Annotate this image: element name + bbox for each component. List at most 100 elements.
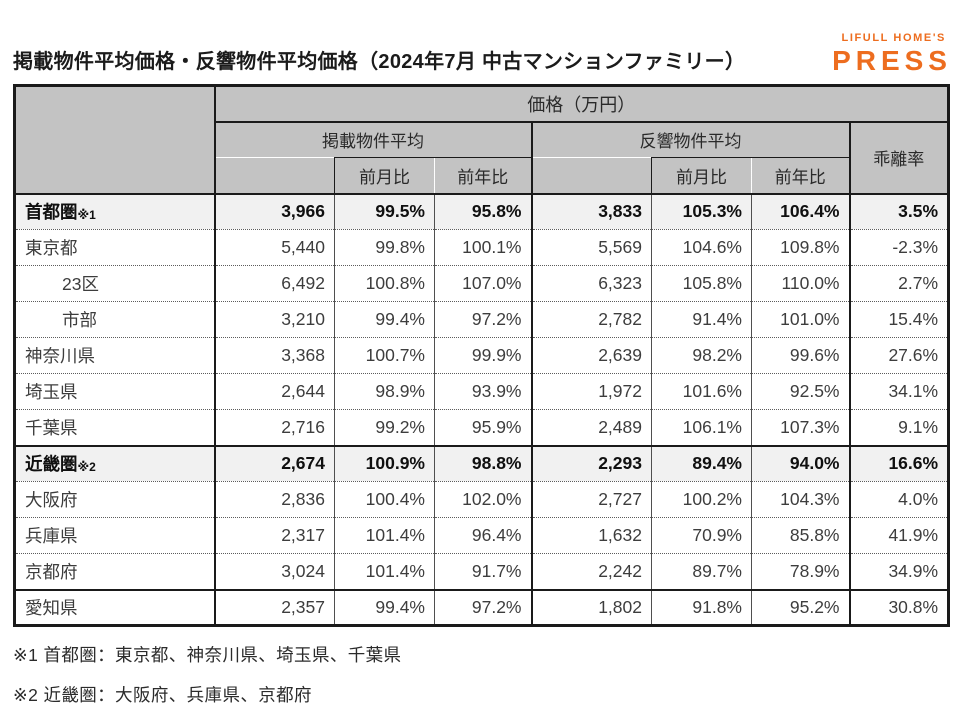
cell-value: 109.8% [751,229,850,266]
cell-value: 2,293 [530,444,652,482]
cell-value: 94.0% [751,444,850,482]
cell-value: 2.7% [848,265,949,302]
cell-value: 101.6% [651,373,752,410]
cell-value: 30.8% [848,588,949,626]
row-label: 首都圏※1 [14,192,215,230]
footnote-1: ※1 首都圏：東京都、神奈川県、埼玉県、千葉県 [13,645,402,665]
cell-value: 92.5% [751,373,850,410]
header-inquiry-mom: 前月比 [651,157,752,194]
cell-value: 3,368 [213,337,335,374]
page-title: 掲載物件平均価格・反響物件平均価格（2024年7月 中古マンションファミリー） [13,51,746,73]
cell-value: 98.8% [434,444,532,482]
cell-value: 2,357 [213,588,335,626]
cell-value: 104.3% [751,481,850,518]
header-row-groups: 掲載物件平均 反響物件平均 乖離率 [15,121,949,194]
cell-value: 100.1% [434,229,532,266]
cell-value: 91.7% [434,553,532,590]
cell-value: 3,024 [213,553,335,590]
cell-value: 99.2% [334,409,435,446]
table-row: 23区 6,492 100.8% 107.0% 6,323 105.8% 110.0% 2.7… [14,265,949,302]
cell-value: 5,440 [213,229,335,266]
cell-value: 101.4% [334,517,435,554]
cell-value: 1,802 [530,588,652,626]
cell-value: 2,317 [213,517,335,554]
cell-value: 105.8% [651,265,752,302]
cell-value: 95.9% [434,409,532,446]
cell-value: 99.4% [334,588,435,626]
cell-value: 102.0% [434,481,532,518]
footnotes: ※1 首都圏：東京都、神奈川県、埼玉県、千葉県 ※2 近畿圏：大阪府、兵庫県、京… [13,642,947,707]
table-row: 愛知県 2,357 99.4% 97.2% 1,802 91.8% 95.2% 30.8% [14,588,949,626]
logo-wordmark-small: LIFULL HOME'S [841,32,946,44]
header-empty-inquiry [530,157,652,194]
table-row: 近畿圏※2 2,674 100.9% 98.8% 2,293 89.4% 94.0% 16.6… [14,444,949,482]
row-label-footnote-marker: ※1 [77,208,96,223]
lifull-homes-press-logo: LIFULL HOME'S PRESS [832,33,947,76]
cell-value: 99.8% [334,229,435,266]
cell-value: 100.4% [334,481,435,518]
cell-value: 98.2% [651,337,752,374]
cell-value: 99.5% [334,192,435,230]
table-row: 神奈川県 3,368 100.7% 99.9% 2,639 98.2% 99.6% 27.6% [14,337,949,374]
cell-value: 15.4% [848,301,949,338]
cell-value: 70.9% [651,517,752,554]
cell-value: 2,782 [530,301,652,338]
header-corner-cell [14,85,216,194]
cell-value: 2,489 [530,409,652,446]
cell-value: 3,833 [530,192,652,230]
cell-value: 34.1% [848,373,949,410]
row-label: 愛知県 [14,588,215,626]
cell-value: 99.6% [751,337,850,374]
cell-value: 100.9% [334,444,435,482]
cell-value: 100.8% [334,265,435,302]
cell-value: 106.4% [751,192,850,230]
cell-value: 3,966 [213,192,335,230]
cell-value: 85.8% [751,517,850,554]
footnote-2: ※2 近畿圏：大阪府、兵庫県、京都府 [13,685,312,705]
cell-value: 91.4% [651,301,752,338]
cell-value: 95.8% [434,192,532,230]
cell-value: 34.9% [848,553,949,590]
cell-value: 2,644 [213,373,335,410]
cell-value: 3.5% [848,192,949,230]
row-label: 兵庫県 [14,517,215,554]
header-inquiry-yoy: 前年比 [751,157,850,194]
cell-value: 78.9% [751,553,850,590]
table-row: 京都府 3,024 101.4% 91.7% 2,242 89.7% 78.9% 34.9% [14,553,949,590]
cell-value: -2.3% [848,229,949,266]
cell-value: 2,639 [530,337,652,374]
cell-value: 2,727 [530,481,652,518]
cell-value: 101.4% [334,553,435,590]
cell-value: 4.0% [848,481,949,518]
cell-value: 27.6% [848,337,949,374]
row-label: 東京都 [14,229,215,266]
cell-value: 100.2% [651,481,752,518]
header-listed-group: 掲載物件平均 [214,121,533,158]
row-label-footnote-marker: ※2 [77,460,96,475]
table-row: 大阪府 2,836 100.4% 102.0% 2,727 100.2% 104.3% 4.0… [14,481,949,518]
row-label: 大阪府 [14,481,215,518]
cell-value: 110.0% [751,265,850,302]
cell-value: 2,836 [213,481,335,518]
price-table: 価格（万円） 掲載物件平均 反響物件平均 乖離率 前月比 前年比 前月比 前年比… [13,84,951,627]
row-label: 23区 [14,265,215,302]
cell-value: 99.4% [334,301,435,338]
row-label: 神奈川県 [14,337,215,374]
cell-value: 96.4% [434,517,532,554]
cell-value: 2,674 [213,444,335,482]
table-row: 市部 3,210 99.4% 97.2% 2,782 91.4% 101.0% 15.4% [14,301,949,338]
cell-value: 105.3% [651,192,752,230]
header-row-sub: 前月比 前年比 前月比 前年比 [15,157,949,194]
cell-value: 107.0% [434,265,532,302]
table-row: 兵庫県 2,317 101.4% 96.4% 1,632 70.9% 85.8% 41.9% [14,517,949,554]
header-inquiry-group: 反響物件平均 [531,121,850,158]
cell-value: 41.9% [848,517,949,554]
masthead: 掲載物件平均価格・反響物件平均価格（2024年7月 中古マンションファミリー） … [13,26,947,76]
cell-value: 100.7% [334,337,435,374]
header-listed-yoy: 前年比 [434,157,532,194]
cell-value: 101.0% [751,301,850,338]
cell-value: 98.9% [334,373,435,410]
cell-value: 97.2% [434,588,532,626]
cell-value: 99.9% [434,337,532,374]
